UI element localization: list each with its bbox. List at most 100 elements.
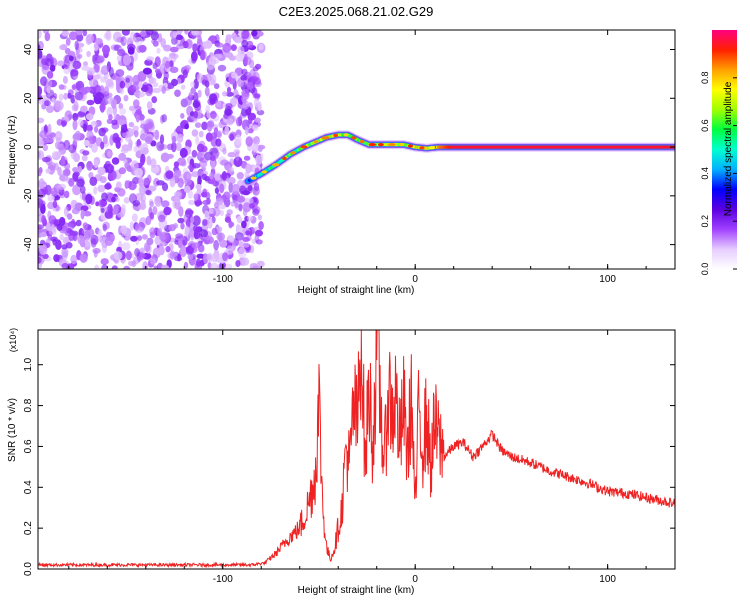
noise-blob [222,147,227,155]
noise-blob [193,110,199,119]
noise-blob [195,258,201,268]
noise-blob [175,34,183,41]
ridge-peak [261,170,268,174]
noise-blob [47,161,56,171]
noise-blob [173,223,179,229]
noise-blob [224,51,234,58]
noise-blob [128,260,135,267]
noise-blob [63,206,69,217]
noise-blob [255,229,263,237]
noise-blob [135,223,140,231]
line-frame [37,329,676,570]
noise-blob [111,196,116,203]
noise-blob [245,136,253,147]
noise-blob [171,141,177,153]
y-tick-label: 1.0 [23,357,34,371]
noise-blob [104,237,114,246]
noise-blob [56,119,63,126]
ridge-peak [350,136,357,140]
noise-blob [197,34,202,45]
y-tick-label: -20 [23,188,34,203]
noise-blob [55,137,62,143]
snr-series-line [38,330,675,569]
ridge-peak [250,176,257,180]
noise-blob [182,69,188,79]
noise-blob [97,184,106,193]
noise-blob [258,43,264,51]
noise-blob [212,206,221,217]
noise-blob [58,216,66,226]
noise-blob [130,235,138,242]
noise-blob [197,244,205,253]
noise-blob [63,190,70,199]
noise-blob [258,221,264,230]
noise-blob [185,39,193,49]
noise-blob [257,101,262,112]
colorbar-tick-label: 0.8 [700,72,710,85]
noise-blob [241,88,250,97]
noise-blob [218,203,227,210]
noise-blob [123,265,131,269]
noise-blob [144,123,153,130]
noise-blob [249,197,254,205]
noise-blob [86,50,91,58]
noise-blob [75,219,82,227]
noise-blob [137,235,143,242]
noise-blob [161,264,170,269]
noise-blob [41,215,46,224]
noise-blob [231,72,238,79]
noise-blob [38,178,45,190]
ridge-peak [290,151,296,155]
colorbar: 0.0 0.2 0.4 0.6 0.8 Normalized spectral ampl… [700,30,737,275]
noise-blob [101,192,108,201]
noise-blob [97,166,106,176]
noise-blob [61,246,69,258]
noise-blob [39,244,48,255]
noise-blob [46,134,54,140]
noise-blob [113,204,119,215]
noise-blob [141,234,148,240]
noise-blob [140,84,149,93]
noise-blob [197,175,202,186]
noise-blob [191,242,200,249]
noise-blob [241,30,250,40]
heatmap-frame [37,29,676,270]
noise-blob [94,264,100,269]
noise-blob [194,200,203,206]
ridge-peak [282,156,287,160]
noise-blob [120,225,128,235]
noise-blob [99,103,106,113]
noise-blob [67,213,73,220]
noise-blob [206,110,211,119]
noise-blob [163,44,172,52]
noise-blob [82,222,89,230]
noise-blob [204,86,210,97]
noise-blob [221,171,227,181]
noise-blob [242,202,252,213]
noise-blob [123,94,129,102]
x-tick-label: 0 [412,274,418,285]
noise-blob [172,30,177,39]
noise-blob [145,189,152,196]
noise-blob [125,250,132,261]
noise-blob [171,135,177,144]
ridge-peak [321,136,330,140]
noise-blob [229,133,235,141]
noise-blob [192,100,200,109]
noise-blob [193,91,199,103]
noise-blob [94,125,99,133]
noise-blob [177,177,184,188]
noise-blob [239,185,247,195]
noise-blob [55,141,61,150]
noise-blob [88,139,93,149]
noise-blob [72,119,78,131]
noise-blob [127,180,137,191]
noise-blob [71,84,77,90]
noise-blob [241,39,249,48]
noise-blob [146,56,155,62]
noise-blob [119,107,127,115]
noise-blob [252,265,261,269]
noise-blob [206,121,213,132]
noise-blob [134,248,140,257]
noise-blob [84,238,91,247]
